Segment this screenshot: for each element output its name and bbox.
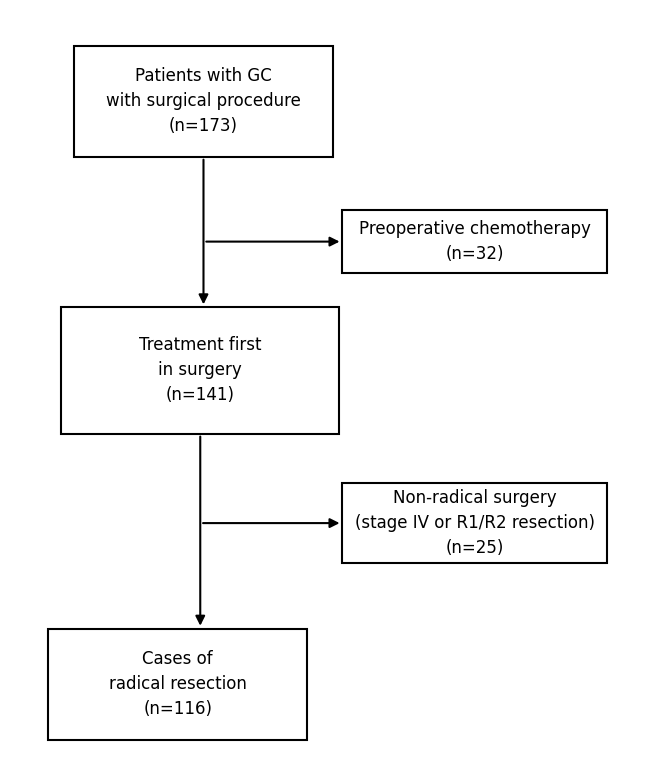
FancyBboxPatch shape xyxy=(342,210,607,273)
Text: Cases of
radical resection
(n=116): Cases of radical resection (n=116) xyxy=(109,650,247,718)
FancyBboxPatch shape xyxy=(74,46,333,157)
FancyBboxPatch shape xyxy=(342,483,607,563)
Text: Preoperative chemotherapy
(n=32): Preoperative chemotherapy (n=32) xyxy=(359,220,590,263)
Text: Treatment first
in surgery
(n=141): Treatment first in surgery (n=141) xyxy=(139,337,262,404)
FancyBboxPatch shape xyxy=(48,629,307,739)
Text: Patients with GC
with surgical procedure
(n=173): Patients with GC with surgical procedure… xyxy=(106,67,301,135)
FancyBboxPatch shape xyxy=(61,307,339,434)
Text: Non-radical surgery
(stage IV or R1/R2 resection)
(n=25): Non-radical surgery (stage IV or R1/R2 r… xyxy=(355,489,595,557)
